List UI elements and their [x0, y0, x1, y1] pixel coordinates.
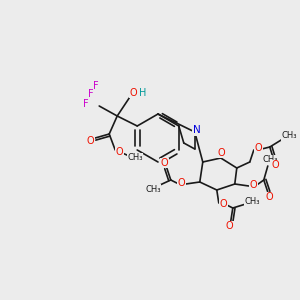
Text: F: F [93, 81, 99, 91]
Text: O: O [178, 178, 186, 188]
Text: O: O [226, 221, 234, 231]
Text: F: F [83, 99, 89, 109]
Text: N: N [193, 125, 201, 135]
Text: CH₃: CH₃ [244, 197, 260, 206]
Text: F: F [88, 89, 94, 99]
Text: O: O [86, 136, 94, 146]
Text: O: O [272, 160, 280, 170]
Text: O: O [255, 143, 262, 153]
Text: O: O [220, 199, 228, 209]
Text: O: O [218, 148, 226, 158]
Text: O: O [266, 192, 274, 202]
Text: CH₃: CH₃ [262, 155, 278, 164]
Text: O: O [250, 180, 258, 190]
Text: H: H [139, 88, 146, 98]
Text: CH₃: CH₃ [281, 131, 296, 140]
Text: CH₃: CH₃ [145, 184, 161, 194]
Text: CH₃: CH₃ [128, 154, 143, 163]
Text: O: O [161, 158, 169, 168]
Text: O: O [129, 88, 137, 98]
Text: O: O [116, 147, 123, 157]
